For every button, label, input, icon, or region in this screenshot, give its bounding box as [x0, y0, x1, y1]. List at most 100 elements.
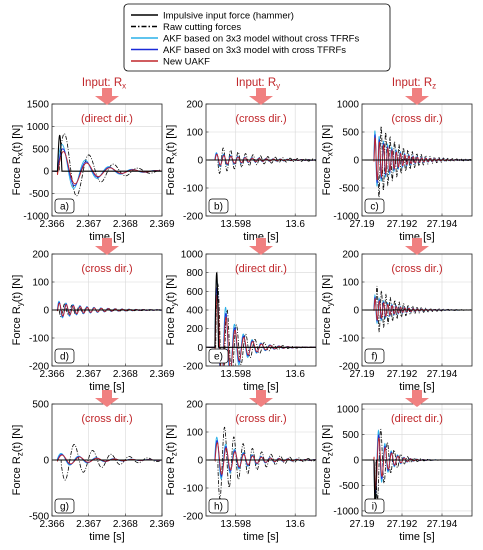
y-tick-label-4: 200 — [186, 400, 203, 411]
x-tick-label-0: 13.598 — [220, 519, 251, 530]
x-tick-label-2: 27.194 — [427, 219, 458, 230]
x-axis-label: time [s] — [399, 231, 434, 243]
panel-label-box — [54, 348, 75, 364]
panel-label-box — [364, 198, 385, 214]
direction-note: (cross dir.) — [391, 113, 442, 125]
x-tick-label-2: 2.368 — [113, 219, 138, 230]
input-label-2: Input: Rz — [392, 77, 436, 91]
panel-7: 2.366 2.367 2.368 2.369 -500 0 500 time [s] Forc… — [11, 390, 175, 543]
direction-arrow-icon — [95, 390, 119, 407]
panel-8: 13.598 13.6 -200 -100 0 100 200 time [s] Force R… — [165, 390, 317, 543]
y-tick-label-0: -200 — [183, 212, 203, 223]
x-axis-label: time [s] — [399, 531, 434, 543]
y-tick-label-1: 0 — [197, 343, 203, 354]
panel-5: 13.598 13.6 -200 0 200 400 600 800 1000 time [s] F… — [165, 238, 317, 393]
y-tick-label-2: 0 — [43, 167, 49, 178]
y-tick-label-4: 200 — [186, 100, 203, 111]
x-axis-label: time [s] — [89, 231, 124, 243]
panel-label: g) — [60, 502, 69, 513]
y-tick-label-4: 1000 — [27, 122, 50, 133]
y-tick-label-3: 100 — [186, 428, 203, 439]
direction-arrow-icon — [405, 238, 429, 255]
y-tick-label-3: 400 — [186, 306, 203, 317]
panel-label: i) — [372, 502, 378, 513]
legend-label-1: Raw cutting forces — [163, 22, 241, 33]
direction-note: (direct dir.) — [81, 113, 133, 125]
y-tick-label-2: 0 — [353, 306, 359, 317]
legend-label-3: AKF based on 3x3 model with cross TFRFs — [163, 45, 346, 56]
direction-note: (direct dir.) — [235, 263, 287, 275]
y-tick-label-1: -100 — [339, 334, 359, 345]
plot-area — [52, 104, 162, 216]
x-tick-label-0: 13.598 — [220, 369, 251, 380]
direction-note: (direct dir.) — [391, 413, 443, 425]
y-tick-label-0: -200 — [183, 512, 203, 523]
y-tick-label-1: -100 — [183, 484, 203, 495]
direction-arrow-icon — [405, 390, 429, 407]
y-tick-label-2: 0 — [353, 456, 359, 467]
x-tick-label-3: 2.369 — [149, 219, 174, 230]
x-tick-label-2: 27.194 — [427, 369, 458, 380]
y-tick-label-3: 100 — [342, 278, 359, 289]
direction-note: (cross dir.) — [81, 413, 132, 425]
y-tick-label-4: 200 — [32, 250, 49, 261]
y-tick-label-2: 0 — [353, 156, 359, 167]
direction-arrow-icon — [95, 88, 119, 105]
x-tick-label-1: 13.6 — [285, 519, 305, 530]
x-tick-label-0: 27.19 — [349, 369, 374, 380]
x-axis-label: time [s] — [89, 531, 124, 543]
x-tick-label-1: 2.367 — [76, 519, 101, 530]
x-tick-label-0: 2.366 — [39, 219, 64, 230]
direction-arrow-icon — [95, 238, 119, 255]
input-label-0: Input: Rx — [82, 77, 126, 91]
x-tick-label-1: 2.367 — [76, 219, 101, 230]
y-tick-label-3: 500 — [32, 144, 49, 155]
panel-2: 13.598 13.6 -200 -100 0 100 200 time [s] Force R… — [165, 88, 317, 243]
x-tick-label-3: 2.369 — [149, 519, 174, 530]
panel-label-box — [54, 198, 75, 214]
direction-note: (cross dir.) — [81, 263, 132, 275]
x-tick-label-1: 27.192 — [387, 369, 418, 380]
y-tick-label-1: -500 — [339, 481, 359, 492]
panel-9: 27.19 27.192 27.194 -1000 -500 0 500 1000 time [… — [321, 390, 473, 543]
direction-note: (cross dir.) — [235, 113, 286, 125]
panel-label-box — [364, 348, 385, 364]
y-tick-label-1: -500 — [339, 184, 359, 195]
panel-6: 27.19 27.192 27.194 -200 -100 0 100 200 time [s]… — [321, 238, 473, 393]
direction-arrow-icon — [249, 238, 273, 255]
y-tick-label-5: 1500 — [27, 100, 50, 111]
direction-arrow-icon — [405, 88, 429, 105]
y-tick-label-0: -500 — [29, 512, 49, 523]
y-tick-label-2: 500 — [32, 400, 49, 411]
y-tick-label-1: -100 — [29, 334, 49, 345]
x-tick-label-0: 13.598 — [220, 219, 251, 230]
panel-3: 27.19 27.192 27.194 -1000 -500 0 500 1000 time [… — [321, 88, 473, 243]
direction-arrow-icon — [249, 88, 273, 105]
y-tick-label-1: -100 — [183, 184, 203, 195]
x-tick-label-2: 2.368 — [113, 369, 138, 380]
series-raw — [206, 147, 316, 174]
panel-label-box — [54, 498, 75, 514]
y-tick-label-4: 1000 — [337, 100, 360, 111]
panel-label: h) — [214, 502, 223, 513]
y-tick-label-0: -1000 — [23, 212, 49, 223]
direction-note: (cross dir.) — [235, 413, 286, 425]
x-tick-label-0: 27.19 — [349, 219, 374, 230]
x-tick-label-2: 2.368 — [113, 519, 138, 530]
x-axis-label: time [s] — [399, 381, 434, 393]
y-axis-label: Force Rx(t) [N] — [11, 125, 25, 196]
y-axis-label: Force Ry(t) [N] — [165, 275, 179, 346]
series-raw — [52, 133, 162, 197]
panel-label: b) — [214, 202, 223, 213]
y-tick-label-3: 500 — [342, 430, 359, 441]
panel-4: 2.366 2.367 2.368 2.369 -200 -100 0 100 200 time … — [11, 238, 175, 393]
y-axis-label: Force Ry(t) [N] — [321, 275, 335, 346]
y-tick-label-0: -1000 — [333, 506, 359, 517]
y-axis-label: Force Rz(t) [N] — [321, 425, 335, 496]
y-tick-label-4: 200 — [342, 250, 359, 261]
legend-box — [123, 3, 391, 72]
panel-1: 2.366 2.367 2.368 2.369 -1000 -500 0 500 1000 150… — [11, 88, 175, 243]
x-tick-label-3: 2.369 — [149, 369, 174, 380]
y-tick-label-4: 1000 — [337, 405, 360, 416]
